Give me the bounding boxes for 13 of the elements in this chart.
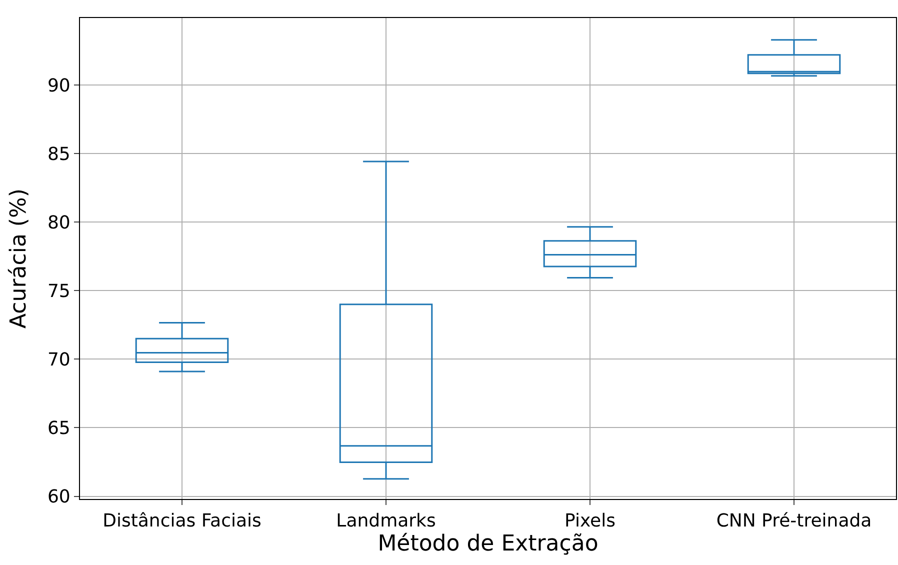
y-tick-label: 85 bbox=[47, 144, 70, 165]
x-tick-label: Landmarks bbox=[336, 510, 436, 532]
x-tick-label: Distâncias Faciais bbox=[102, 510, 262, 532]
y-tick-label: 60 bbox=[47, 486, 70, 508]
y-axis-title: Acurácia (%) bbox=[6, 188, 32, 328]
x-tick-label: CNN Pré-treinada bbox=[716, 510, 872, 532]
y-tick-label: 90 bbox=[47, 75, 70, 96]
y-tick-label: 75 bbox=[47, 281, 70, 302]
y-tick-label: 65 bbox=[47, 418, 70, 440]
x-tick-label: Pixels bbox=[564, 510, 616, 532]
y-tick-label: 70 bbox=[47, 350, 70, 371]
x-axis-title: Método de Extração bbox=[378, 532, 598, 557]
y-tick-label: 80 bbox=[47, 212, 70, 234]
